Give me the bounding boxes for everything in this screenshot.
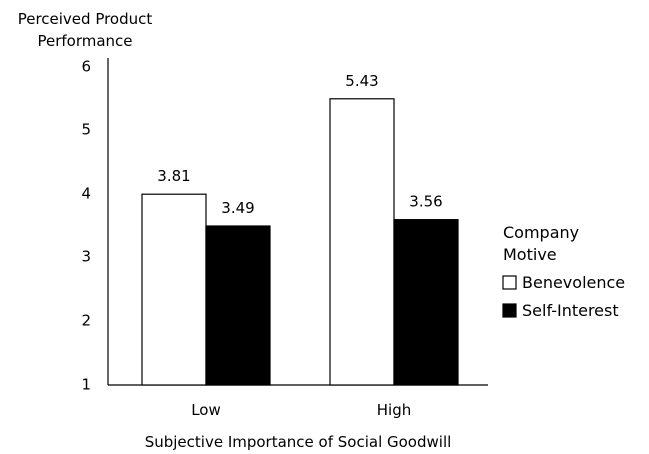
y-tick-label: 6 [81, 58, 91, 76]
legend-title-line-1: Company [503, 223, 579, 242]
y-tick-label: 2 [81, 312, 91, 330]
bar-value-label: 5.43 [345, 72, 378, 90]
y-tick-label: 1 [81, 376, 91, 394]
bar-value-label: 3.56 [409, 193, 442, 211]
bar-benevolence-low [141, 193, 207, 386]
y-axis-title-line-1: Perceived Product [18, 10, 153, 28]
y-axis-title-line-2: Performance [37, 32, 132, 50]
y-tick-label: 4 [81, 185, 91, 203]
legend-swatch-benevolence [502, 275, 517, 290]
x-axis-title: Subjective Importance of Social Goodwill [145, 433, 452, 451]
bar-benevolence-high [329, 98, 395, 386]
bar-self-interest-low [205, 225, 271, 386]
bar-value-label: 3.49 [221, 199, 254, 217]
legend-swatch-self-interest [502, 303, 517, 318]
bar-self-interest-high [393, 219, 459, 386]
legend-label-benevolence: Benevolence [522, 273, 625, 292]
legend-label-self-interest: Self-Interest [522, 301, 619, 320]
x-category-label-low: Low [191, 401, 221, 419]
bar-value-label: 3.81 [157, 167, 190, 185]
y-tick-label: 5 [81, 121, 91, 139]
legend-title-line-2: Motive [503, 245, 557, 264]
x-category-label-high: High [377, 401, 411, 419]
y-tick-label: 3 [81, 248, 91, 266]
